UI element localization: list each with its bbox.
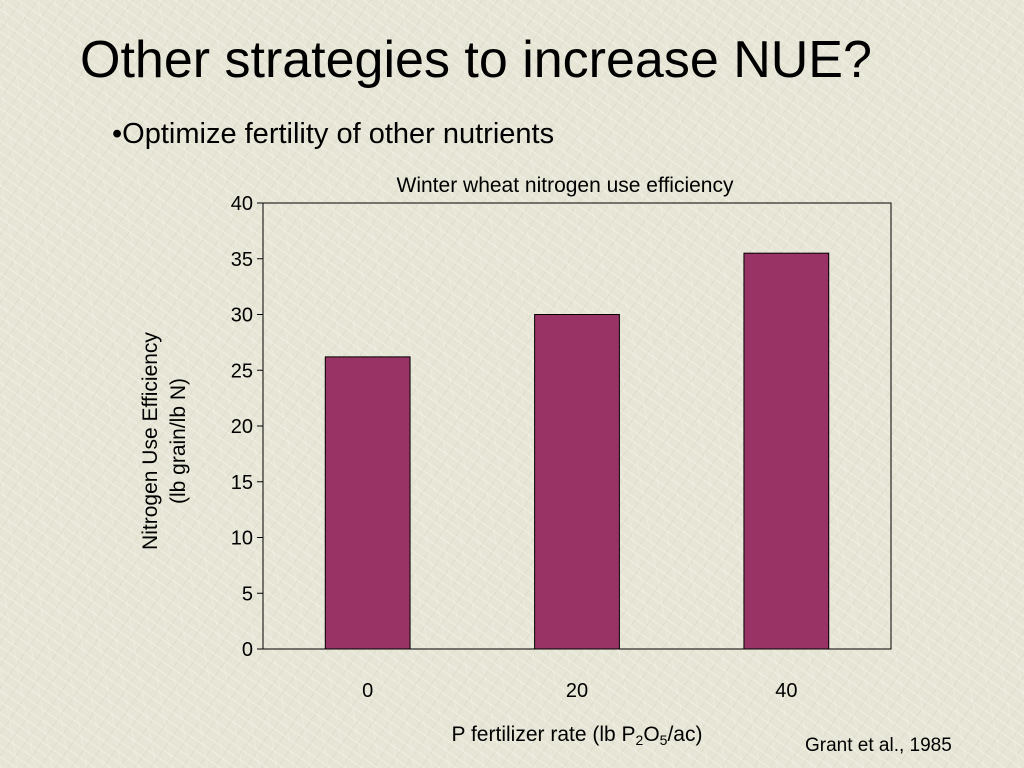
y-tick-label: 10 — [231, 528, 253, 550]
y-axis-label-line2: (lb grain/lb N) — [167, 378, 190, 504]
bullet-marker: • — [112, 118, 123, 150]
bullet-item: •Optimize fertility of other nutrients — [112, 118, 554, 151]
x-tick-label: 0 — [362, 680, 373, 702]
y-tick-label: 15 — [231, 472, 253, 494]
y-tick-label: 35 — [231, 249, 253, 271]
y-tick-label: 30 — [231, 305, 253, 327]
y-tick-label: 40 — [231, 193, 253, 215]
y-tick-label: 25 — [231, 360, 253, 382]
x-axis-ticks: 0 20 40 — [362, 680, 797, 702]
source-citation: Grant et al., 1985 — [805, 735, 952, 756]
x-axis-label: P fertilizer rate (lb P2O5/ac) — [452, 723, 703, 748]
chart-title: Winter wheat nitrogen use efficiency — [397, 174, 734, 197]
y-axis-ticks: 0 5 10 15 20 25 30 35 40 — [231, 193, 263, 661]
y-tick-label: 5 — [242, 583, 253, 605]
y-tick-label: 20 — [231, 416, 253, 438]
y-axis-label-line1: Nitrogen Use Efficiency — [139, 332, 162, 550]
bars — [324, 252, 830, 650]
x-tick-label: 20 — [566, 680, 588, 702]
bullet-text: Optimize fertility of other nutrients — [122, 118, 555, 150]
y-tick-label: 0 — [242, 639, 253, 661]
x-tick-label: 40 — [775, 680, 797, 702]
bar-20 — [534, 314, 620, 650]
slide-title: Other strategies to increase NUE? — [80, 31, 872, 89]
bar-40 — [743, 252, 830, 650]
bar-0 — [324, 356, 411, 650]
y-axis-label: Nitrogen Use Efficiency (lb grain/lb N) — [139, 332, 190, 550]
